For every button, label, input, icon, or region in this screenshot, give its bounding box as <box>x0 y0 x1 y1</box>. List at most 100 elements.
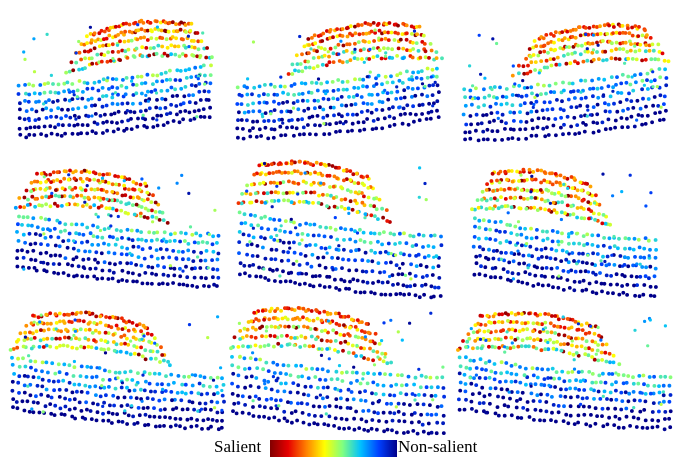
point <box>310 114 315 119</box>
point <box>668 393 673 397</box>
point <box>573 132 577 136</box>
point <box>306 106 311 111</box>
point <box>57 194 61 199</box>
point <box>661 390 666 394</box>
point <box>189 416 194 421</box>
point <box>618 264 622 268</box>
point <box>496 413 501 418</box>
point <box>168 415 172 420</box>
point <box>299 81 304 85</box>
point <box>49 108 54 113</box>
point <box>483 273 488 278</box>
point <box>89 56 94 61</box>
point <box>54 345 59 350</box>
point <box>578 379 583 384</box>
point <box>336 88 341 92</box>
point <box>478 253 482 258</box>
point <box>110 190 115 194</box>
point <box>394 292 399 297</box>
point <box>327 54 331 59</box>
point <box>46 227 50 232</box>
point <box>286 271 291 276</box>
point <box>67 319 72 324</box>
point <box>132 327 136 332</box>
point <box>119 335 124 339</box>
point <box>425 66 430 71</box>
point <box>301 420 306 425</box>
point <box>344 49 349 53</box>
point <box>504 121 508 125</box>
point <box>394 405 398 409</box>
point <box>410 32 414 36</box>
point <box>549 47 553 52</box>
point <box>283 315 288 320</box>
point <box>595 102 600 107</box>
point <box>341 257 345 262</box>
point <box>114 323 119 328</box>
point <box>273 227 278 232</box>
point <box>127 22 132 27</box>
point <box>21 344 26 349</box>
point <box>658 374 663 379</box>
point <box>567 351 572 356</box>
point <box>124 126 129 131</box>
point <box>562 175 567 180</box>
point <box>105 119 109 124</box>
point <box>469 327 473 331</box>
point <box>306 37 311 41</box>
point <box>549 32 553 36</box>
point <box>323 328 328 333</box>
point <box>265 191 270 196</box>
point <box>178 27 183 32</box>
point <box>257 127 262 132</box>
point <box>53 253 58 258</box>
point <box>549 247 554 252</box>
point <box>322 122 326 126</box>
point <box>40 195 44 200</box>
point <box>629 274 634 279</box>
point <box>259 216 264 220</box>
point <box>119 229 123 233</box>
point <box>257 318 261 323</box>
point <box>598 397 603 401</box>
point <box>314 160 319 165</box>
point <box>568 413 573 418</box>
point <box>522 373 527 378</box>
point <box>84 202 89 207</box>
point <box>66 107 70 112</box>
point <box>337 112 341 117</box>
point <box>115 43 120 47</box>
point <box>355 112 359 117</box>
point <box>16 92 21 96</box>
point <box>231 371 236 376</box>
point <box>499 371 503 376</box>
point <box>315 64 320 69</box>
point <box>334 121 339 126</box>
point <box>630 75 634 79</box>
point <box>114 182 118 187</box>
point <box>498 275 503 280</box>
point <box>85 364 90 369</box>
point <box>63 396 67 401</box>
point <box>134 83 139 87</box>
point <box>643 236 648 241</box>
point <box>266 136 271 141</box>
point <box>123 29 127 34</box>
point <box>285 419 290 423</box>
point <box>508 346 513 351</box>
point <box>492 377 497 382</box>
point <box>596 389 601 394</box>
point <box>176 374 181 378</box>
point <box>58 179 63 184</box>
point <box>484 207 489 211</box>
point <box>432 233 437 238</box>
point <box>318 283 322 288</box>
point <box>365 117 369 121</box>
point <box>603 221 608 226</box>
point <box>582 412 587 417</box>
point <box>434 412 439 417</box>
point <box>629 42 633 46</box>
point <box>295 99 300 104</box>
point <box>222 399 226 404</box>
point <box>547 208 551 213</box>
